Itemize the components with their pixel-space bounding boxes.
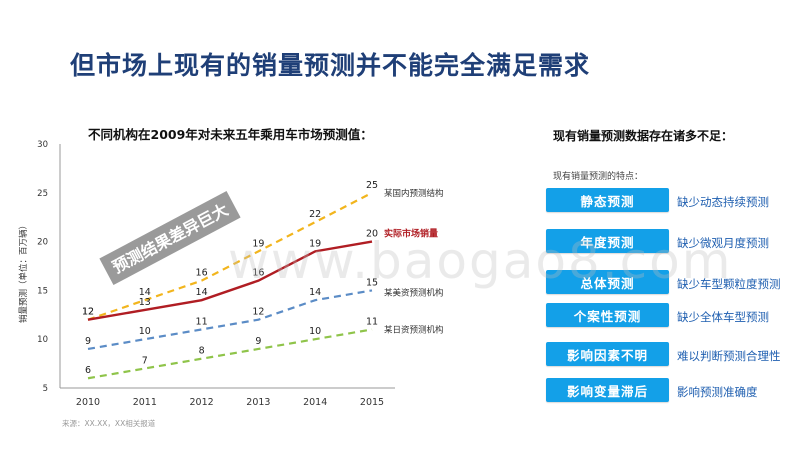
data-label: 8 [199, 346, 205, 357]
deficiency-row: 总体预测 缺少车型颗粒度预测 [546, 270, 796, 296]
data-label: 12 [82, 307, 94, 318]
source-note: 来源：XX.XX，XX相关报道 [62, 418, 156, 428]
x-tick-label: 2011 [133, 397, 157, 408]
annotation-banner-background [99, 190, 241, 286]
deficiency-note: 缺少动态持续预测 [677, 195, 769, 209]
deficiency-button[interactable]: 年度预测 [546, 229, 669, 253]
deficiency-subhead: 现有销量预测的特点： [553, 172, 644, 182]
data-label: 14 [196, 287, 208, 298]
series-line [87, 328, 373, 380]
right-panel-title: 现有销量预测数据存在诸多不足： [553, 129, 734, 143]
x-tick-label: 2014 [303, 397, 327, 408]
y-tick-label: 15 [37, 286, 48, 296]
data-label: 25 [366, 180, 378, 191]
data-label: 11 [196, 316, 208, 327]
series-name-label: 某日资预测机构 [384, 324, 444, 335]
data-label: 16 [196, 268, 208, 279]
x-tick-label: 2015 [360, 397, 384, 408]
data-label: 12 [252, 307, 264, 318]
deficiency-note: 缺少车型颗粒度预测 [677, 277, 781, 291]
deficiency-note: 缺少微观月度预测 [677, 236, 769, 250]
deficiency-button[interactable]: 影响变量滞后 [546, 378, 669, 402]
data-label: 15 [366, 277, 378, 288]
deficiency-row: 个案性预测 缺少全体车型预测 [546, 303, 796, 329]
series-line [87, 240, 373, 321]
y-tick-label: 25 [37, 189, 48, 199]
series-name-label: 某美资预测机构 [384, 287, 444, 298]
y-tick-label: 5 [43, 384, 48, 394]
data-label: 14 [309, 287, 321, 298]
deficiency-row: 影响变量滞后 影响预测准确度 [546, 378, 796, 404]
data-label: 19 [252, 238, 264, 249]
data-label: 20 [366, 229, 378, 240]
deficiency-button[interactable]: 个案性预测 [546, 303, 669, 327]
data-label: 12 [82, 307, 94, 318]
data-label: 10 [309, 326, 321, 337]
page-title: 但市场上现有的销量预测并不能完全满足需求 [70, 51, 591, 80]
x-tick-label: 2012 [190, 397, 214, 408]
series-name-label: 实际市场销量 [384, 228, 438, 240]
x-tick-label: 2013 [246, 397, 270, 408]
annotation-banner: 预测结果差异巨大 [99, 190, 241, 286]
deficiency-note: 难以判断预测合理性 [677, 349, 781, 363]
data-label: 19 [309, 238, 321, 249]
series-line [87, 289, 373, 351]
data-label: 6 [85, 365, 91, 376]
deficiency-row: 静态预测 缺少动态持续预测 [546, 188, 796, 214]
data-label: 9 [255, 336, 261, 347]
y-tick-label: 10 [37, 335, 48, 345]
deficiency-row: 年度预测 缺少微观月度预测 [546, 229, 796, 255]
x-tick-label: 2010 [76, 397, 100, 408]
data-label: 7 [142, 355, 148, 366]
data-label: 10 [139, 326, 151, 337]
deficiency-button[interactable]: 影响因素不明 [546, 342, 669, 366]
deficiency-row: 影响因素不明 难以判断预测合理性 [546, 342, 796, 368]
series-line [87, 191, 373, 321]
y-tick-label: 30 [37, 140, 48, 150]
data-label: 16 [252, 268, 264, 279]
deficiency-note: 影响预测准确度 [677, 385, 758, 399]
y-tick-label: 20 [37, 238, 48, 248]
y-axis-label: 销量预测（单位：百万辆） [18, 221, 29, 323]
data-label: 11 [366, 316, 378, 327]
data-label: 13 [139, 297, 151, 308]
data-label: 9 [85, 336, 91, 347]
deficiency-button[interactable]: 总体预测 [546, 270, 669, 294]
data-label: 22 [309, 209, 321, 220]
annotation-text: 预测结果差异巨大 [109, 200, 231, 277]
deficiency-button[interactable]: 静态预测 [546, 188, 669, 212]
data-label: 14 [139, 287, 151, 298]
deficiency-note: 缺少全体车型预测 [677, 310, 769, 324]
chart-title: 不同机构在2009年对未来五年乘用车市场预测值： [88, 127, 373, 142]
series-name-label: 某国内预测结构 [384, 188, 444, 199]
